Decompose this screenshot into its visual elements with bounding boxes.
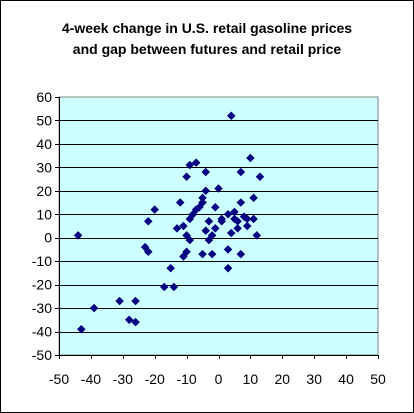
data-point-marker: [226, 111, 236, 121]
y-tick-label: 40: [36, 136, 52, 152]
data-point-marker: [223, 245, 233, 254]
chart-title: 4-week change in U.S. retail gasoline pr…: [0, 18, 414, 60]
data-point-marker: [198, 249, 207, 259]
data-point-marker: [73, 231, 83, 240]
data-point-marker: [204, 216, 214, 226]
y-tick-label: 50: [36, 112, 52, 128]
data-points: [73, 111, 265, 334]
x-tick-label: -20: [145, 371, 165, 387]
data-point-marker: [252, 231, 262, 240]
data-point-marker: [172, 223, 182, 233]
y-tick-label: 0: [44, 230, 52, 246]
data-point-marker: [201, 167, 211, 177]
data-point-marker: [223, 263, 233, 273]
data-point-marker: [210, 202, 220, 212]
data-point-marker: [182, 172, 191, 182]
data-point-marker: [185, 160, 195, 170]
data-point-marker: [150, 205, 160, 214]
gridlines: [59, 120, 378, 333]
data-point-marker: [201, 186, 211, 196]
data-point-marker: [124, 315, 134, 325]
data-point-marker: [131, 317, 140, 327]
data-point-marker: [255, 172, 265, 182]
x-tick-label: 20: [275, 371, 291, 387]
data-point-marker: [207, 231, 217, 240]
y-tick-label: 60: [36, 89, 52, 105]
x-tick-label: 30: [306, 371, 322, 387]
y-tick-label: 30: [36, 159, 52, 175]
y-tick-label: 10: [36, 206, 52, 222]
data-point-marker: [185, 235, 195, 245]
data-point-marker: [182, 247, 191, 257]
data-point-marker: [201, 226, 211, 236]
data-point-marker: [179, 221, 188, 231]
data-point-marker: [233, 223, 242, 233]
x-tick-label: -40: [81, 371, 101, 387]
data-point-marker: [159, 282, 169, 292]
x-tick-label: 0: [215, 371, 223, 387]
y-tick-label: -20: [32, 277, 52, 293]
data-point-marker: [89, 303, 99, 313]
x-tick-label: 10: [243, 371, 259, 387]
x-tick-labels: -50 -40 -30 -20 -10 0 10 20 30 40 50: [49, 371, 386, 387]
data-point-marker: [223, 209, 233, 219]
plot-area: [58, 96, 379, 356]
data-point-marker: [76, 324, 86, 334]
data-point-marker: [236, 167, 246, 177]
x-tick-label: -50: [49, 371, 69, 387]
data-point-marker: [169, 282, 179, 292]
data-point-marker: [230, 207, 239, 217]
data-point-marker: [214, 184, 223, 193]
data-point-marker: [236, 198, 246, 207]
x-tick-label: 40: [338, 371, 354, 387]
data-point-marker: [143, 216, 153, 226]
data-point-marker: [131, 296, 140, 306]
data-point-marker: [242, 214, 252, 224]
data-point-marker: [191, 158, 201, 168]
data-point-marker: [249, 193, 258, 203]
data-point-marker: [207, 249, 217, 259]
y-tick-label: -40: [32, 324, 52, 340]
data-point-marker: [175, 198, 185, 207]
axes: [55, 97, 379, 359]
y-tick-label: -30: [32, 300, 52, 316]
data-point-marker: [236, 249, 246, 259]
y-tick-label: -10: [32, 253, 52, 269]
x-tick-label: -30: [113, 371, 133, 387]
data-point-marker: [115, 296, 124, 306]
data-point-marker: [242, 221, 252, 231]
data-point-marker: [198, 198, 207, 207]
data-point-marker: [226, 228, 236, 238]
data-point-marker: [246, 153, 255, 163]
y-tick-label: -50: [32, 347, 52, 363]
chart-title-line-2: and gap between futures and retail price: [72, 41, 342, 57]
chart-title-line-1: 4-week change in U.S. retail gasoline pr…: [61, 20, 353, 36]
data-point-marker: [143, 247, 153, 257]
data-point-marker: [249, 214, 258, 224]
y-tick-label: 20: [36, 183, 52, 199]
data-point-marker: [210, 223, 220, 233]
data-point-marker: [166, 263, 176, 273]
x-tick-label: 50: [370, 371, 386, 387]
data-point-marker: [217, 216, 227, 226]
x-tick-label: -10: [176, 371, 196, 387]
y-tick-labels: -50 -40 -30 -20 -10 0 10 20 30 40 50 60: [32, 89, 52, 363]
